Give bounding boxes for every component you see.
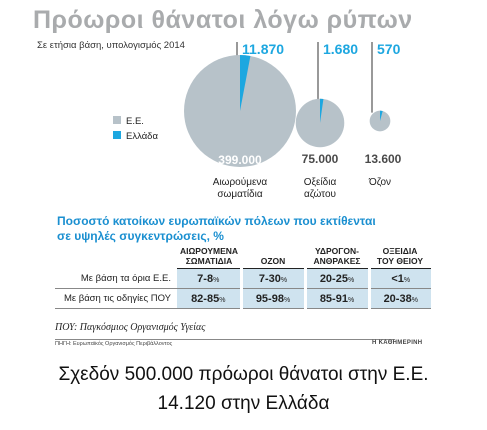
pie-chart-area: Ε.Ε. Ελλάδα 11.870 399.000 Αιωρούμενασωματίδ… [113, 41, 402, 200]
exposure-value: 20-38 [383, 292, 412, 305]
exposure-header-hc: ΥΔΡΟΓΟΝ- ΑΝΘΡΑΚΕΣ [305, 246, 369, 269]
percent-unit: % [283, 296, 291, 304]
exposure-header-hc-l1: ΥΔΡΟΓΟΝ- [315, 246, 359, 256]
who-footnote: ΠΟΥ: Παγκόσμιος Οργανισμός Υγείας [55, 322, 206, 333]
greece-value-label: 570 [377, 41, 401, 57]
category-label: Αιωρούμενα [213, 176, 268, 188]
greece-pie-slice [380, 110, 383, 121]
greece-pie-slice [320, 98, 324, 123]
percent-unit: % [219, 296, 226, 304]
eu-value-label: 399.000 [218, 153, 262, 167]
category-label: Οξείδια [304, 176, 337, 188]
caption-line2: 14.120 στην Ελλάδα [157, 393, 330, 414]
legend-label-eu: Ε.Ε. [126, 116, 144, 127]
percent-unit: % [403, 276, 411, 284]
exposure-header-pm: ΑΙΩΡΟΥΜΕΝΑ ΣΩΜΑΤΙΔΙΑ [177, 246, 241, 269]
exposure-cell: 20-38% [367, 288, 431, 309]
percent-unit: % [347, 296, 355, 304]
exposure-cell: 85-91% [303, 288, 369, 309]
exposure-header-empty [55, 246, 177, 269]
percent-unit: % [213, 276, 220, 284]
infographic-title: Πρόωροι θάνατοι λόγω ρύπων [33, 6, 413, 34]
exposure-header-ozone-l1: ΟΖΟΝ [260, 256, 286, 266]
exposure-cell: <1% [367, 268, 431, 289]
exposure-header-pm-l1: ΑΙΩΡΟΥΜΕΝΑ [179, 246, 239, 256]
exposure-header-sox-l2: ΤΟΥ ΘΕΙΟΥ [376, 256, 424, 266]
percent-unit: % [347, 276, 355, 284]
greece-pie-slice [240, 55, 251, 111]
exposure-row-label: Με βάση τα όρια Ε.Ε. [55, 268, 177, 289]
exposure-cell: 7-8% [177, 268, 241, 289]
exposure-value: 95-98 [255, 292, 284, 305]
infographic-subtitle: Σε ετήσια βάση, υπολογισμός 2014 [37, 40, 185, 51]
exposure-table: ΑΙΩΡΟΥΜΕΝΑ ΣΩΜΑΤΙΔΙΑ ΟΖΟΝ ΥΔΡΟΓΟΝ- ΑΝΘΡΑΚΕ… [55, 246, 431, 309]
exposure-value: <1 [391, 272, 404, 285]
category-label: αζώτου [304, 188, 336, 200]
source-divider [55, 339, 395, 340]
source-note: ΠΗΓΗ: Ευρωπαϊκός Οργανισμός Περιβάλλοντο… [55, 341, 173, 347]
exposure-cell: 7-30% [239, 268, 305, 289]
publisher-credit: Η ΚΑΘΗΜΕΡΙΝΗ [372, 340, 423, 346]
exposure-value: 7-8 [197, 272, 214, 285]
exposure-header-row: ΑΙΩΡΟΥΜΕΝΑ ΣΩΜΑΤΙΔΙΑ ΟΖΟΝ ΥΔΡΟΓΟΝ- ΑΝΘΡΑΚΕ… [55, 246, 431, 269]
exposure-value: 20-25 [319, 272, 348, 285]
exposure-value: 85-91 [319, 292, 348, 305]
greece-value-label: 11.870 [242, 41, 284, 57]
greece-value-label: 1.680 [323, 41, 358, 57]
exposure-cell: 82-85% [177, 288, 241, 309]
exposure-header-pm-l2: ΣΩΜΑΤΙΔΙΑ [185, 256, 233, 266]
legend-swatch-eu [113, 116, 121, 124]
exposure-value: 7-30 [258, 272, 281, 285]
exposure-value: 82-85 [191, 292, 220, 305]
caption-line1: Σχεδόν 500.000 πρόωροι θάνατοι στην Ε.Ε. [58, 364, 429, 385]
exposure-row-label: Με βάση τις οδηγίες ΠΟΥ [55, 288, 177, 309]
exposure-header-hc-l2: ΑΝΘΡΑΚΕΣ [313, 256, 361, 266]
legend-label-greece: Ελλάδα [126, 131, 158, 142]
percent-unit: % [411, 296, 418, 304]
exposure-row-who-guidelines: Με βάση τις οδηγίες ΠΟΥ 82-85% 95-98% 85… [55, 288, 431, 309]
exposure-header-sox-l1: ΟΞΕΙΔΙΑ [382, 246, 418, 256]
exposure-header-ozone: ΟΖΟΝ [241, 246, 305, 269]
percent-unit: % [280, 276, 288, 284]
eu-value-label: 13.600 [365, 152, 402, 166]
eu-value-label: 75.000 [302, 152, 339, 166]
exposure-cell: 95-98% [239, 288, 305, 309]
exposure-row-eu-limits: Με βάση τα όρια Ε.Ε. 7-8% 7-30% 20-25% <… [55, 268, 431, 289]
exposure-title-line1: Ποσοστό κατοίκων ευρωπαϊκών πόλεων που ε… [57, 214, 376, 228]
exposure-header-sox: ΟΞΕΙΔΙΑ ΤΟΥ ΘΕΙΟΥ [369, 246, 431, 269]
category-label: σωματίδια [217, 188, 262, 200]
exposure-cell: 20-25% [303, 268, 369, 289]
category-label: Όζον [368, 177, 391, 188]
exposure-title-line2: σε υψηλές συγκεντρώσεις, % [57, 229, 224, 243]
legend-swatch-greece [113, 131, 121, 139]
